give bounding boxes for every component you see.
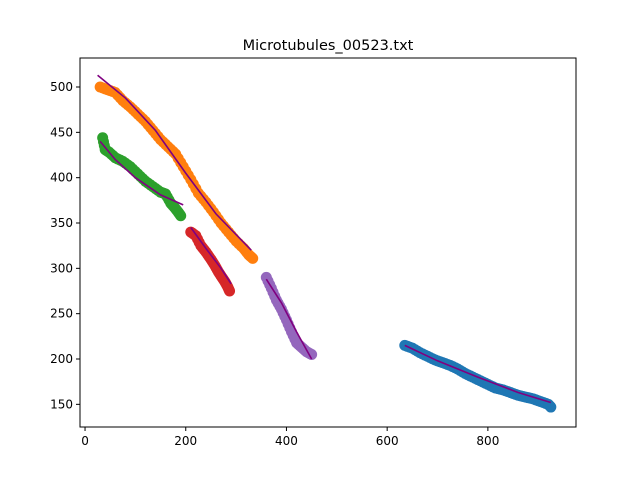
data-point	[247, 252, 259, 264]
x-tick-label: 800	[476, 434, 499, 448]
fit-line-4	[265, 278, 313, 360]
chart-title: Microtubules_00523.txt	[243, 38, 414, 54]
fit-line-2	[99, 140, 184, 206]
x-tick-label: 200	[174, 434, 197, 448]
x-tick-label: 400	[275, 434, 298, 448]
y-tick-label: 250	[50, 307, 73, 321]
data-point	[175, 210, 187, 222]
axes-frame	[79, 57, 577, 428]
y-tick-label: 500	[50, 80, 73, 94]
data-point	[306, 348, 318, 360]
fit-line-1	[97, 74, 252, 251]
fit-line-0	[404, 344, 552, 404]
x-tick-label: 0	[81, 434, 89, 448]
data-point	[545, 401, 557, 413]
y-tick-label: 450	[50, 125, 73, 139]
fit-line-3	[190, 227, 232, 285]
series-0	[399, 339, 557, 413]
series-1	[94, 81, 259, 264]
y-tick-label: 200	[50, 352, 73, 366]
series-3	[185, 226, 236, 297]
y-tick-label: 400	[50, 171, 73, 185]
fit-lines	[97, 74, 552, 404]
y-tick-label: 150	[50, 397, 73, 411]
axes: 0 200 400 600 800 150 200 250 300 350 400 450 500	[50, 80, 499, 448]
plot-area	[94, 81, 557, 413]
y-tick-label: 300	[50, 261, 73, 275]
y-tick-label: 350	[50, 216, 73, 230]
x-tick-label: 600	[376, 434, 399, 448]
data-point	[224, 285, 236, 297]
